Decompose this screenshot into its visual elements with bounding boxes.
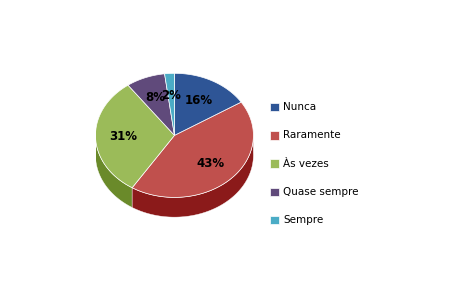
Polygon shape xyxy=(96,85,175,188)
FancyBboxPatch shape xyxy=(271,103,279,111)
Text: 31%: 31% xyxy=(109,130,137,143)
Text: Quase sempre: Quase sempre xyxy=(283,187,359,197)
Polygon shape xyxy=(132,102,254,197)
Polygon shape xyxy=(165,73,175,135)
Text: Raramente: Raramente xyxy=(283,130,341,140)
Text: Nunca: Nunca xyxy=(283,102,316,112)
Polygon shape xyxy=(132,132,254,217)
Text: Às vezes: Às vezes xyxy=(283,158,329,169)
FancyBboxPatch shape xyxy=(271,216,279,224)
Text: 2%: 2% xyxy=(161,89,181,102)
Text: 43%: 43% xyxy=(197,157,225,170)
Text: 8%: 8% xyxy=(146,91,166,104)
Text: 16%: 16% xyxy=(185,94,213,107)
FancyBboxPatch shape xyxy=(271,159,279,168)
Polygon shape xyxy=(96,133,132,208)
FancyBboxPatch shape xyxy=(271,188,279,196)
Polygon shape xyxy=(175,73,241,135)
Text: Sempre: Sempre xyxy=(283,215,323,225)
FancyBboxPatch shape xyxy=(271,131,279,140)
Polygon shape xyxy=(128,74,175,135)
